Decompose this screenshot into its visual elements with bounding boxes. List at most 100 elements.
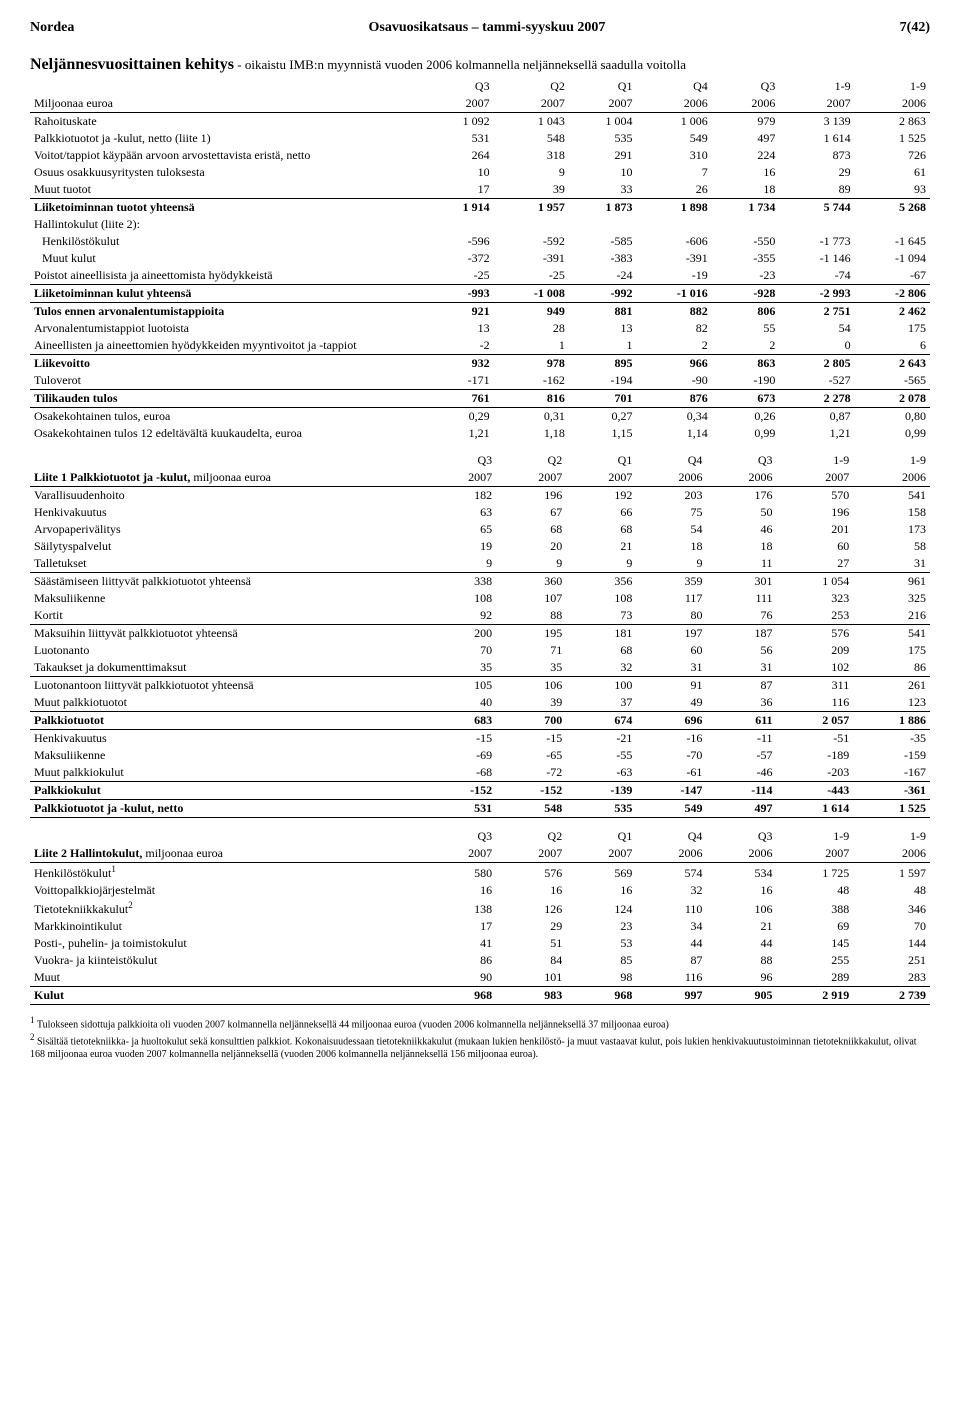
col-header: Q1 [566,828,636,845]
col-year: 2006 [636,845,706,863]
cell-value: 23 [566,918,636,935]
cell-value: 196 [777,504,854,521]
cell-value: 549 [636,130,711,147]
cell-value: -11 [706,730,776,748]
cell-value: 54 [779,320,854,337]
col-year: 2007 [777,845,854,863]
cell-value: 1 886 [853,712,930,730]
cell-value: 1 092 [426,113,494,131]
cell-value: -67 [855,267,930,285]
cell-value: -70 [636,747,706,764]
cell-value: 91 [636,677,706,695]
cell-value: 1 914 [426,199,494,217]
cell-value: -2 993 [779,285,854,303]
row-label: Liiketoiminnan kulut yhteensä [30,285,426,303]
cell-value: -114 [706,782,776,800]
income-statement-table: Q3Q2Q1Q4Q31-91-9Miljoonaa euroa200720072… [30,78,930,442]
col-year: 2006 [853,469,930,487]
table-row: Kortit9288738076253216 [30,607,930,625]
cell-value: 674 [566,712,636,730]
cell-value: 2 462 [855,303,930,321]
cell-value: 107 [496,590,566,607]
cell-value: 701 [569,390,637,408]
table-row: Liikevoitto9329788959668632 8052 643 [30,355,930,373]
cell-value: 541 [853,487,930,505]
cell-value: 700 [496,712,566,730]
cell-value: 31 [853,555,930,573]
cell-value: 2 278 [779,390,854,408]
cell-value: 9 [496,555,566,573]
cell-value: 58 [853,538,930,555]
cell-value: -24 [569,267,637,285]
table-row: Rahoituskate1 0921 0431 0041 0069793 139… [30,113,930,131]
row-label: Posti-, puhelin- ja toimistokulut [30,935,426,952]
cell-value: 92 [426,607,496,625]
cell-value: 63 [426,504,496,521]
row-label: Palkkiotuotot ja -kulut, netto (liite 1) [30,130,426,147]
cell-value: 138 [426,899,496,918]
row-label: Hallintokulut (liite 2): [30,216,426,233]
cell-value: 117 [636,590,706,607]
cell-value: 1 [569,337,637,355]
cell-value: -1 016 [636,285,711,303]
cell-value: 1 614 [777,800,854,818]
cell-value: 158 [853,504,930,521]
cell-value: 283 [853,969,930,987]
cell-value: -159 [853,747,930,764]
cell-value: 48 [853,882,930,899]
cell-value: -35 [853,730,930,748]
cell-value: 44 [706,935,776,952]
cell-value: 10 [426,164,494,181]
cell-value: -194 [569,372,637,390]
row-header-label: Liite 1 Palkkiotuotot ja -kulut, miljoon… [30,469,426,487]
cell-value: -550 [712,233,780,250]
cell-value: 311 [777,677,854,695]
cell-value: 85 [566,952,636,969]
cell-value: 1 957 [494,199,569,217]
cell-value: -90 [636,372,711,390]
row-label: Palkkiotuotot [30,712,426,730]
cell-value: -19 [636,267,711,285]
cell-value: 39 [494,181,569,199]
cell-value: 673 [712,390,780,408]
cell-value: 124 [566,899,636,918]
table-row: Aineellisten ja aineettomien hyödykkeide… [30,337,930,355]
table-row: Hallintokulut (liite 2): [30,216,930,233]
cell-value: 209 [777,642,854,659]
cell-value: 37 [566,694,636,712]
cell-value: 531 [426,130,494,147]
row-label: Osakekohtainen tulos 12 edeltävältä kuuk… [30,425,426,442]
cell-value: 101 [496,969,566,987]
cell-value: 497 [712,130,780,147]
table-row: Arvonalentumistappiot luotoista132813825… [30,320,930,337]
col-year: 2006 [706,469,776,487]
table-row: Liiketoiminnan kulut yhteensä-993-1 008-… [30,285,930,303]
cell-value: 816 [494,390,569,408]
col-header: Q2 [494,78,569,95]
cell-value: 2 751 [779,303,854,321]
cell-value: 0,26 [712,408,780,426]
cell-value: 76 [706,607,776,625]
table-row: Säilytyspalvelut19202118186058 [30,538,930,555]
cell-value: 683 [426,712,496,730]
cell-value [712,216,780,233]
table-row: Muut palkkiotuotot4039374936116123 [30,694,930,712]
col-year: 2007 [566,845,636,863]
col-year: 2007 [777,469,854,487]
cell-value: 27 [777,555,854,573]
cell-value: 1 525 [855,130,930,147]
cell-value: 36 [706,694,776,712]
cell-value: -372 [426,250,494,267]
cell-value: 35 [496,659,566,677]
col-header: Q4 [636,78,711,95]
cell-value: -1 773 [779,233,854,250]
cell-value: 68 [566,642,636,659]
row-label: Maksuihin liittyvät palkkiotuotot yhteen… [30,625,426,643]
col-year: 2007 [566,469,636,487]
table-row: Palkkiotuotot6837006746966112 0571 886 [30,712,930,730]
cell-value: 570 [777,487,854,505]
table-row: Talletukset9999112731 [30,555,930,573]
cell-value: 39 [496,694,566,712]
cell-value: -167 [853,764,930,782]
cell-value: 21 [566,538,636,555]
